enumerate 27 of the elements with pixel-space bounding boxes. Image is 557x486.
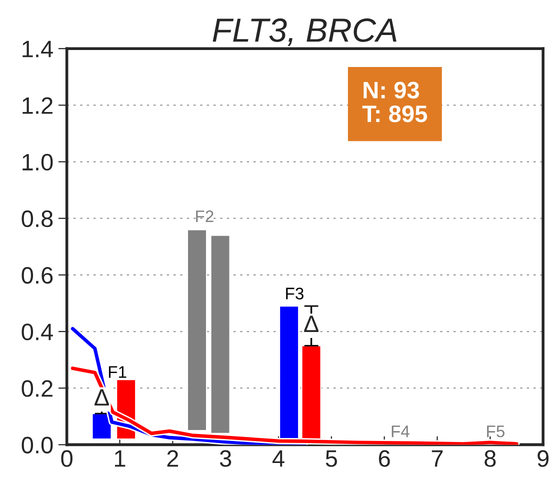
annotation: F5 <box>487 426 504 438</box>
y-tick-label: 1.0 <box>22 154 53 171</box>
x-tick-label: 1 <box>114 450 126 467</box>
x-tick-label: 3 <box>220 450 232 467</box>
y-tick-label: 0.4 <box>22 324 53 340</box>
annotation: F1 <box>108 366 126 378</box>
annotation: F4 <box>392 426 410 438</box>
x-tick-label: 8 <box>484 450 496 467</box>
x-tick-label: 4 <box>272 450 284 467</box>
annotation: F3 <box>286 288 304 300</box>
x-tick-label: 6 <box>378 450 390 467</box>
y-tick-label: 1.4 <box>22 40 53 58</box>
annotation: Δ <box>304 316 318 332</box>
y-tick-label: 1.2 <box>22 97 52 114</box>
x-tick-label: 0 <box>61 450 72 467</box>
y-tick-label: 0.0 <box>22 436 53 454</box>
annotation: N: 93 T: 895 <box>362 82 428 122</box>
y-tick-label: 0.6 <box>22 267 53 284</box>
x-tick-label: 7 <box>432 450 443 467</box>
chart-title: FLT3, BRCA <box>212 18 396 46</box>
y-tick-label: 0.2 <box>22 380 52 397</box>
x-tick-label: 5 <box>326 450 337 467</box>
y-tick-label: 0.8 <box>22 210 53 228</box>
x-tick-label: 9 <box>538 450 549 467</box>
annotation: F2 <box>196 210 214 222</box>
x-tick-label: 2 <box>167 450 178 467</box>
annotation: Δ <box>94 389 109 406</box>
